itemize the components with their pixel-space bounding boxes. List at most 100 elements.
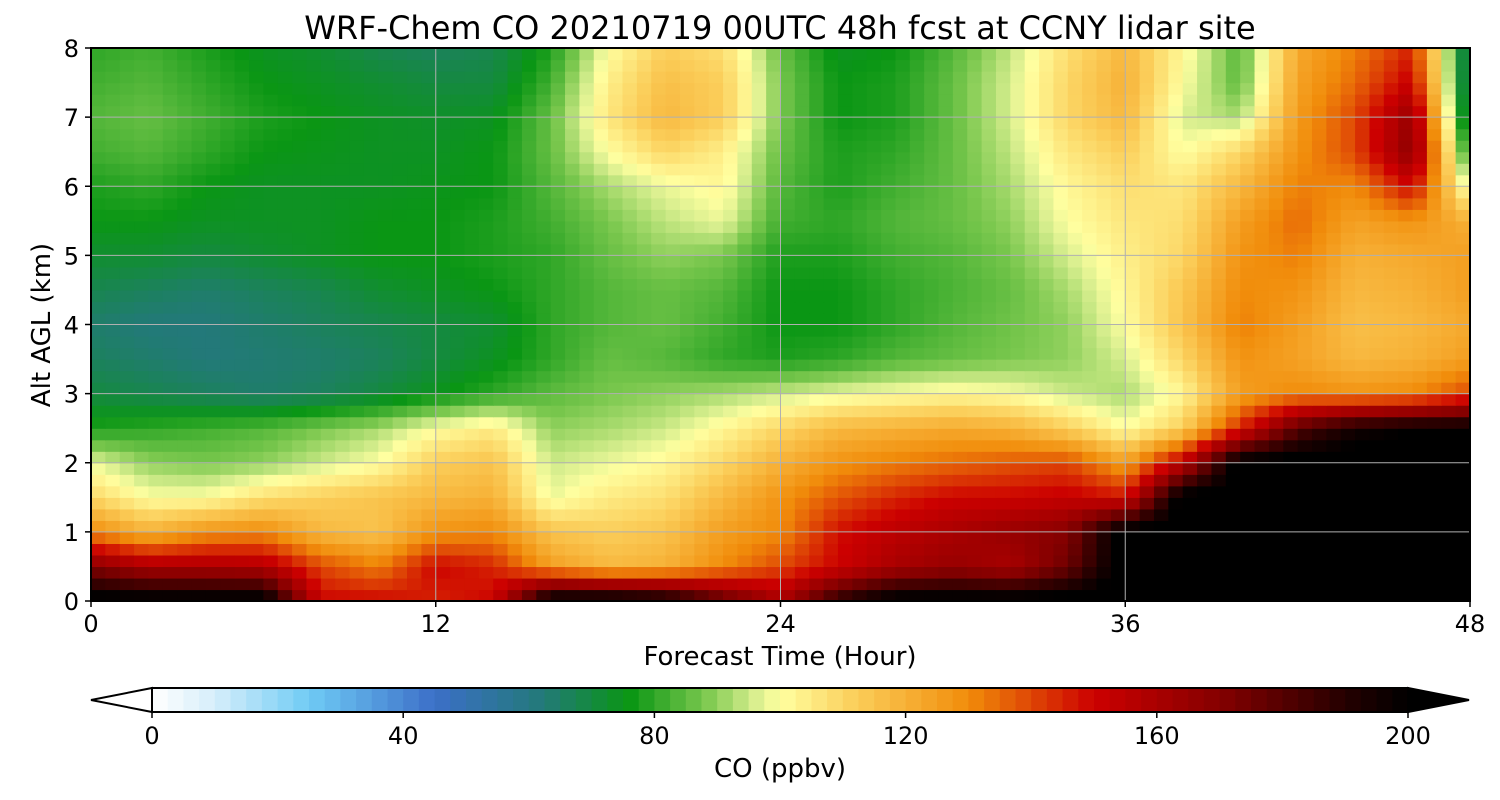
heatmap-cell xyxy=(1340,439,1356,452)
heatmap-cell xyxy=(1311,209,1327,222)
heatmap-cell xyxy=(1412,71,1428,84)
heatmap-cell xyxy=(105,370,121,383)
heatmap-cell xyxy=(1283,140,1299,153)
heatmap-cell xyxy=(378,209,394,222)
heatmap-cell xyxy=(1398,589,1414,601)
heatmap-cell xyxy=(249,209,264,222)
heatmap-cell xyxy=(162,266,178,280)
heatmap-cell xyxy=(1426,94,1442,107)
heatmap-cell xyxy=(550,255,566,268)
heatmap-cell xyxy=(550,589,566,601)
heatmap-cell xyxy=(579,405,595,418)
heatmap-cell xyxy=(1355,255,1371,268)
heatmap-cell xyxy=(349,197,365,210)
heatmap-cell xyxy=(593,48,609,61)
heatmap-cell xyxy=(306,289,322,303)
heatmap-cell xyxy=(967,186,983,199)
heatmap-cell xyxy=(306,140,322,153)
heatmap-cell xyxy=(277,474,293,487)
heatmap-cell xyxy=(579,577,595,591)
heatmap-cell xyxy=(1297,59,1313,72)
heatmap-cell xyxy=(866,174,882,187)
heatmap-cell xyxy=(565,117,580,130)
heatmap-cell xyxy=(924,347,940,360)
heatmap-cell xyxy=(593,416,609,429)
heatmap-cell xyxy=(1039,405,1055,418)
heatmap-cell xyxy=(536,186,552,199)
heatmap-cell xyxy=(1268,140,1284,153)
heatmap-cell xyxy=(205,174,221,187)
heatmap-cell xyxy=(751,428,767,441)
heatmap-cell xyxy=(1398,82,1414,95)
heatmap-cell xyxy=(1211,163,1227,176)
heatmap-cell xyxy=(1024,359,1040,372)
heatmap-cell xyxy=(881,289,897,303)
heatmap-cell xyxy=(263,520,279,533)
heatmap-cell xyxy=(579,589,595,601)
colorbar-tick-label: 200 xyxy=(1385,722,1431,750)
heatmap-cell xyxy=(1225,324,1241,337)
heatmap-cell xyxy=(521,405,537,418)
heatmap-cell xyxy=(866,428,882,441)
heatmap-cell xyxy=(263,105,279,118)
heatmap-cell xyxy=(320,566,336,579)
heatmap-cell xyxy=(191,566,207,579)
heatmap-cell xyxy=(622,577,638,591)
heatmap-cell xyxy=(1096,289,1112,303)
heatmap-cell xyxy=(349,243,365,256)
heatmap-cell xyxy=(665,416,681,429)
heatmap-cell xyxy=(665,324,681,337)
heatmap-cell xyxy=(148,220,164,233)
heatmap-cell xyxy=(1326,577,1342,591)
heatmap-cell xyxy=(148,520,164,533)
heatmap-cell xyxy=(507,577,523,591)
heatmap-cell xyxy=(1311,531,1327,544)
heatmap-cell xyxy=(1139,301,1155,314)
heatmap-cell xyxy=(866,94,882,107)
colorbar-extend-min xyxy=(90,686,153,714)
heatmap-cell xyxy=(177,336,193,349)
heatmap-cell xyxy=(148,174,164,187)
heatmap-cell xyxy=(1211,439,1227,452)
heatmap-cell xyxy=(392,278,408,291)
heatmap-cell xyxy=(967,48,983,61)
heatmap-cell xyxy=(464,428,480,441)
heatmap-cell xyxy=(909,554,925,568)
heatmap-cell xyxy=(895,105,911,118)
heatmap-cell xyxy=(679,439,695,452)
heatmap-cell xyxy=(205,289,221,303)
heatmap-cell xyxy=(191,220,207,233)
heatmap-cell xyxy=(1096,174,1112,187)
heatmap-cell xyxy=(1240,94,1256,107)
heatmap-cell xyxy=(421,497,437,510)
heatmap-cell xyxy=(593,577,609,591)
heatmap-cell xyxy=(134,543,150,556)
heatmap-cell xyxy=(1010,312,1026,326)
heatmap-cell xyxy=(1039,71,1055,84)
heatmap-cell xyxy=(263,577,279,591)
heatmap-cell xyxy=(1010,163,1026,176)
heatmap-cell xyxy=(1297,336,1313,349)
heatmap-cell xyxy=(1283,266,1299,280)
heatmap-cell xyxy=(924,140,940,153)
heatmap-cell xyxy=(967,416,983,429)
heatmap-cell xyxy=(780,543,796,556)
heatmap-cell xyxy=(335,543,351,556)
heatmap-cell xyxy=(737,324,753,337)
heatmap-cell xyxy=(536,497,552,510)
heatmap-cell xyxy=(320,266,336,280)
heatmap-cell xyxy=(852,140,868,153)
heatmap-cell xyxy=(320,416,336,429)
heatmap-cell xyxy=(521,197,537,210)
heatmap-cell xyxy=(1426,174,1442,187)
heatmap-cell xyxy=(306,71,322,84)
heatmap-cell xyxy=(952,243,968,256)
heatmap-cell xyxy=(1082,474,1098,487)
heatmap-cell xyxy=(1240,416,1256,429)
heatmap-cell xyxy=(852,301,868,314)
heatmap-cell xyxy=(378,439,394,452)
heatmap-cell xyxy=(938,220,954,233)
heatmap-cell xyxy=(737,312,753,326)
heatmap-cell xyxy=(679,485,695,498)
heatmap-cell xyxy=(1426,462,1442,475)
